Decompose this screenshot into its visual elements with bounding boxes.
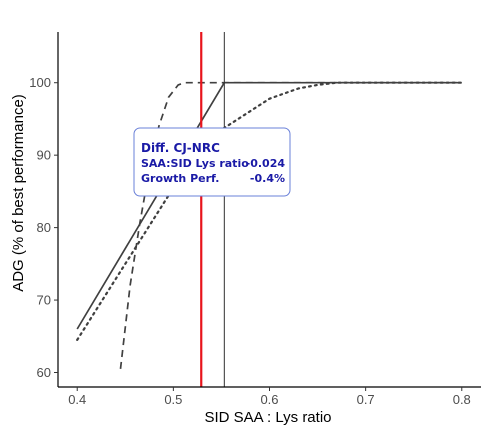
y-tick-label: 100 <box>29 75 51 90</box>
plot-area <box>76 32 463 387</box>
annotation-row-value: -0.024 <box>246 157 286 170</box>
y-tick-label: 90 <box>37 148 51 163</box>
x-tick-label: 0.8 <box>453 392 471 407</box>
x-axis-title: SID SAA : Lys ratio <box>205 409 332 426</box>
annotation-frame <box>133 127 291 197</box>
series-line-dashed <box>119 81 462 369</box>
series-line-solid <box>76 81 462 330</box>
annotation-title: Diff. CJ-NRC <box>141 141 220 155</box>
annotation-row-label: SAA:SID Lys ratio <box>141 157 249 170</box>
x-tick-label: 0.6 <box>260 392 278 407</box>
y-tick-label: 70 <box>37 293 51 308</box>
y-axis: 60 70 80 90 100 <box>29 32 59 387</box>
y-tick-label: 60 <box>37 365 51 380</box>
x-tick-label: 0.5 <box>164 392 182 407</box>
annotation-row-value: -0.4% <box>250 172 285 185</box>
x-tick-label: 0.7 <box>357 392 375 407</box>
series-line-dotted <box>76 81 463 341</box>
y-axis-title: ADG (% of best performance) <box>10 94 27 292</box>
annotation-box: Diff. CJ-NRC SAA:SID Lys ratio -0.024 Gr… <box>133 127 291 197</box>
x-axis: 0.4 0.5 0.6 0.7 0.8 <box>58 386 481 407</box>
y-tick-label: 80 <box>37 220 51 235</box>
annotation-row-label: Growth Perf. <box>141 172 219 185</box>
x-tick-label: 0.4 <box>68 392 86 407</box>
